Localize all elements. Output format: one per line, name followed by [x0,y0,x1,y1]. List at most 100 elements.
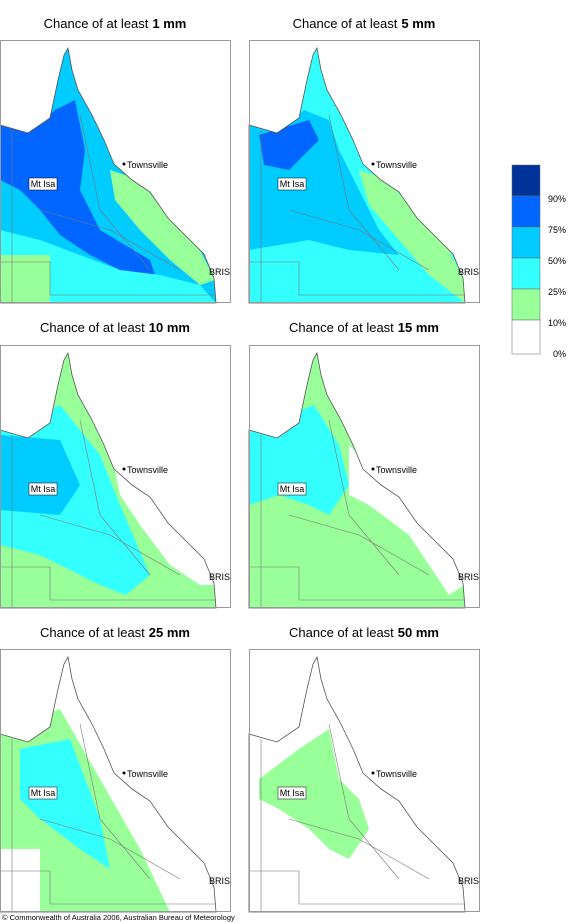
coastline [248,655,466,913]
region-border [328,723,400,880]
place-label: Mt Isa [280,788,305,798]
legend-label: 90% [548,194,566,204]
title-prefix: Chance of at least [293,16,398,31]
zone [110,170,215,285]
rainfall-zones [0,657,216,912]
town-dot [371,467,375,471]
region-border [328,419,400,576]
label-box [277,177,307,191]
legend-swatch [511,226,541,259]
region-border [39,209,181,271]
panel-title: Chance of at least 5 mm [293,16,436,31]
map-panel: Townsville Mt Isa BRIS [0,40,231,304]
title-amount: 10 mm [149,320,190,335]
place-label: Mt Isa [280,179,305,189]
coastline [0,655,217,913]
panel-title: Chance of at least 10 mm [40,320,190,335]
title-amount: 50 mm [398,625,439,640]
place-label: BRIS [209,572,230,582]
town-dot [122,467,126,471]
map-panel: Townsville Mt Isa BRIS [248,649,480,913]
label-box [28,482,58,496]
place-label: Townsville [127,465,168,475]
title-prefix: Chance of at least [44,16,149,31]
zone [0,545,160,608]
coastline [248,351,466,609]
rainfall-zones [249,48,465,303]
region-border [249,566,465,601]
town-dot [371,162,375,166]
coastline [0,46,217,304]
region-border [249,261,465,296]
place-label: Mt Isa [31,788,56,798]
zone [20,739,110,869]
place-label: Townsville [376,465,417,475]
region-border [39,514,181,576]
panel-frame [0,345,231,608]
place-label: Mt Isa [31,484,56,494]
panel-frame [249,649,480,912]
title-prefix: Chance of at least [289,625,394,640]
zone [259,729,369,859]
title-prefix: Chance of at least [40,320,145,335]
legend-label: 25% [548,287,566,297]
panel-frame [249,40,480,303]
legend-label: 0% [553,349,566,359]
panel-frame [0,40,231,303]
label-box [277,786,307,800]
zone [359,170,465,303]
region-border [79,114,151,271]
title-amount: 25 mm [149,625,190,640]
map-panel: Townsville Mt Isa BRIS [0,649,231,913]
panel-title: Chance of at least 15 mm [289,320,439,335]
place-label: Townsville [376,769,417,779]
legend-label: 50% [548,256,566,266]
coastline [0,351,217,609]
panel-title: Chance of at least 1 mm [44,16,187,31]
rainfall-zones [249,353,465,608]
legend-swatch [511,164,541,197]
legend-swatch [511,257,541,290]
panel-title: Chance of at least 50 mm [289,625,439,640]
region-border [288,514,430,576]
title-amount: 1 mm [152,16,186,31]
place-label: Townsville [127,160,168,170]
region-border [39,818,181,880]
town-dot [122,771,126,775]
place-label: Townsville [376,160,417,170]
legend-label: 75% [548,225,566,235]
zone [0,230,216,303]
title-amount: 15 mm [398,320,439,335]
place-label: BRIS [458,267,479,277]
place-label: BRIS [458,876,479,886]
place-label: Townsville [127,769,168,779]
zone [0,435,80,515]
place-label: BRIS [209,267,230,277]
zone [115,470,215,585]
coastline [248,46,466,304]
rainfall-zones [0,353,216,608]
region-border [288,818,430,880]
footer: © Commonwealth of Australia 2006, Austra… [2,913,235,922]
place-label: Mt Isa [280,484,305,494]
region-border [0,261,216,296]
rainfall-zones [0,48,216,303]
region-border [79,723,151,880]
title-amount: 5 mm [401,16,435,31]
zone [0,255,50,303]
label-box [277,482,307,496]
place-label: BRIS [458,572,479,582]
region-border [249,870,465,905]
map-panel: Townsville Mt Isa BRIS [248,40,480,304]
panel-title: Chance of at least 25 mm [40,625,190,640]
town-dot [371,771,375,775]
region-border [288,209,430,271]
panel-frame [0,649,231,912]
map-panel: Townsville Mt Isa BRIS [0,345,231,609]
zone [0,849,40,912]
region-border [79,419,151,576]
legend-label: 10% [548,318,566,328]
title-prefix: Chance of at least [40,625,145,640]
panel-frame [249,345,480,608]
